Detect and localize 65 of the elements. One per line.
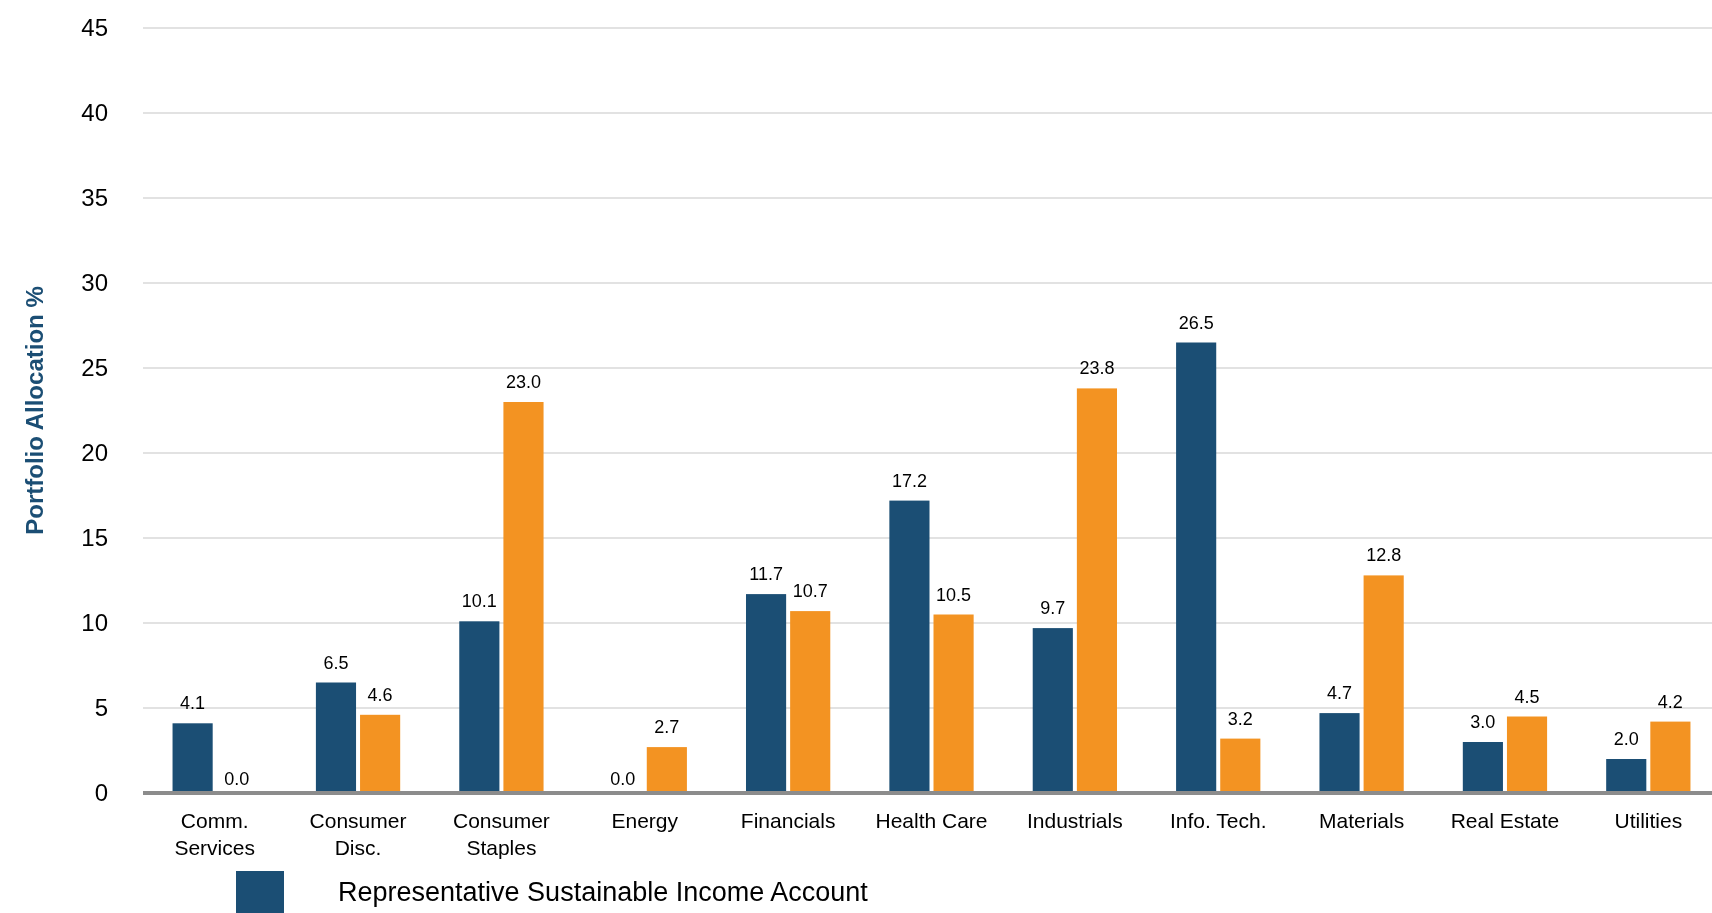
y-tick-label: 40 (81, 99, 108, 127)
bar (459, 621, 500, 793)
data-label: 2.7 (654, 717, 680, 738)
y-tick-label: 25 (81, 354, 108, 382)
data-label: 2.0 (1613, 729, 1639, 749)
bar (1506, 716, 1548, 793)
data-label: 4.2 (1657, 691, 1683, 712)
bar (790, 611, 831, 793)
bar (1076, 388, 1117, 793)
x-tick-label: Utilities (1614, 809, 1683, 832)
bar (933, 614, 974, 793)
x-tick-label: Industrials (1027, 809, 1123, 832)
x-tick-label: Financials (740, 809, 836, 832)
y-tick-label: 20 (81, 439, 108, 467)
data-label: 12.8 (1366, 545, 1402, 566)
bar (1220, 738, 1261, 793)
data-label: 6.5 (323, 652, 349, 673)
bar (889, 500, 930, 793)
data-label: 10.7 (792, 581, 828, 602)
x-tick-label: Consumer Staples (452, 809, 550, 859)
bar (360, 714, 401, 793)
data-label: 17.2 (891, 470, 927, 491)
bar (503, 402, 544, 793)
bar (1462, 742, 1503, 793)
bar (1363, 575, 1404, 793)
data-label: 11.7 (749, 564, 783, 585)
data-label: 0.0 (224, 769, 250, 789)
bar (746, 594, 787, 793)
y-tick-label: 0 (94, 779, 108, 807)
data-label: 0.0 (610, 769, 636, 789)
bar (315, 682, 357, 793)
data-label: 3.2 (1227, 708, 1253, 729)
y-tick-label: 35 (81, 184, 108, 212)
y-tick-label: 45 (81, 14, 108, 42)
data-label: 4.1 (180, 693, 206, 714)
data-label: 10.1 (461, 591, 497, 612)
data-label: 3.0 (1470, 712, 1496, 732)
bar (1319, 713, 1360, 793)
bar (1032, 628, 1073, 793)
data-label: 4.5 (1514, 686, 1540, 707)
data-label: 23.8 (1079, 358, 1115, 379)
data-label: 26.5 (1178, 312, 1214, 333)
x-tick-label: Comm. Services (174, 809, 255, 859)
bar (1176, 342, 1217, 793)
x-tick-label: Real Estate (1450, 809, 1560, 832)
y-tick-label: 10 (81, 609, 108, 637)
y-tick-label: 15 (81, 524, 108, 552)
bar (646, 747, 687, 793)
legend-label: Representative Sustainable Income Account (338, 877, 869, 907)
y-tick-label: 30 (81, 269, 108, 297)
data-label: 4.7 (1327, 683, 1353, 704)
bar (1606, 759, 1647, 793)
data-label: 9.7 (1040, 598, 1066, 619)
data-label: 23.0 (505, 372, 541, 392)
x-tick-label: Energy (611, 809, 679, 832)
x-tick-label: Health Care (875, 809, 988, 832)
x-tick-label: Consumer Disc. (309, 809, 407, 859)
y-tick-label: 5 (94, 694, 108, 722)
x-tick-label: Materials (1318, 809, 1405, 832)
x-tick-label: Info. Tech. (1169, 809, 1267, 832)
data-label: 4.6 (367, 684, 393, 705)
y-axis-title: Portfolio Allocation % (21, 286, 48, 535)
bar (172, 723, 213, 793)
data-label: 10.5 (936, 584, 972, 605)
bar (1650, 721, 1691, 793)
